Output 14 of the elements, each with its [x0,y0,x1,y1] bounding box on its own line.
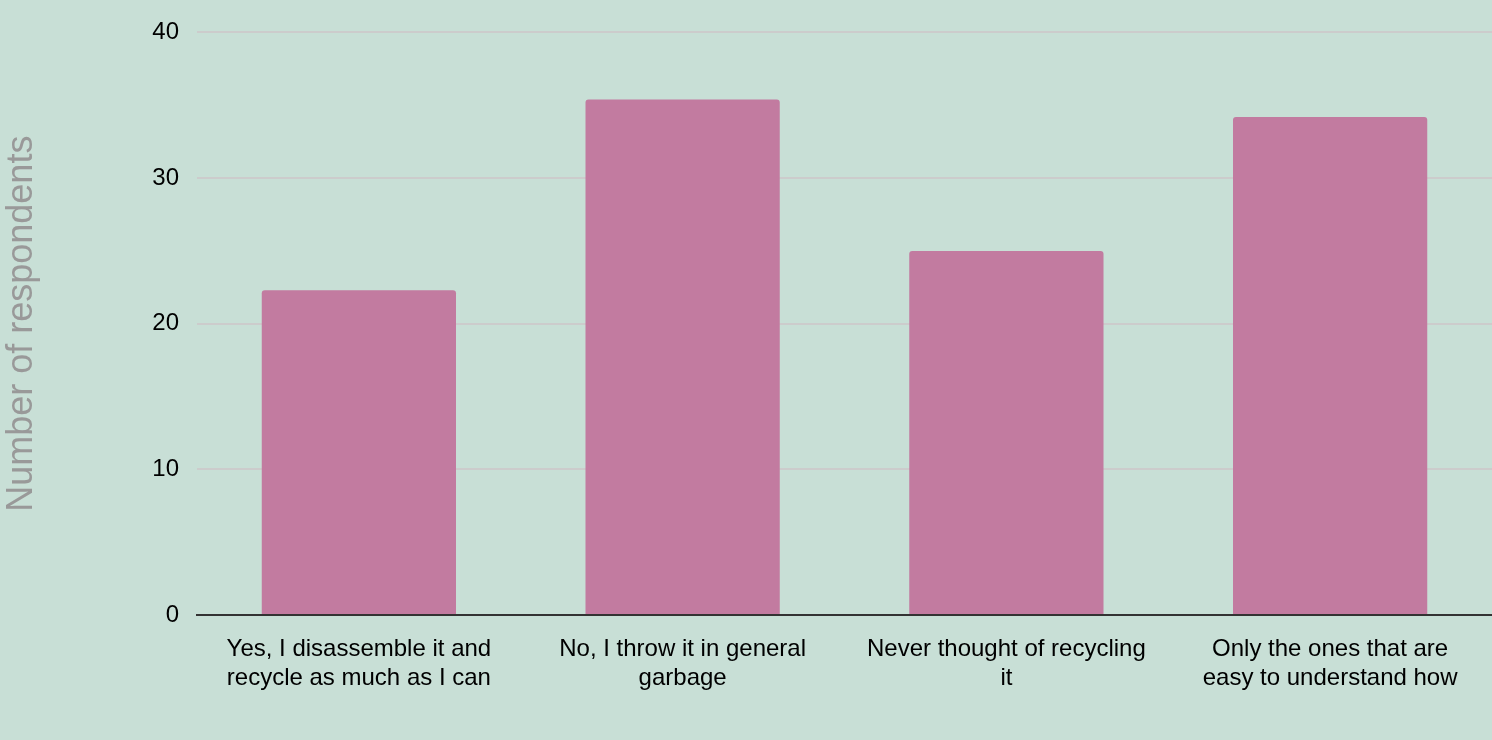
y-tick-label: 10 [152,453,179,481]
x-tick-label: Never thought of recycling it [866,634,1146,690]
y-tick-label: 20 [152,308,179,336]
x-tick-label: No, I throw it in general garbage [559,634,807,690]
y-tick-label: 30 [152,162,179,190]
y-tick-label: 0 [165,599,179,627]
x-tick-label: Only the ones that are easy to understand how [1202,634,1459,690]
bar [261,290,456,614]
bar [909,250,1104,614]
y-tick-label: 40 [152,17,179,45]
bar [1233,116,1428,614]
x-tick-label: Yes, I disassemble it and recycle as much as I can [226,634,492,690]
y-axis-title: Number of respondents [0,135,40,512]
bar [585,99,780,614]
